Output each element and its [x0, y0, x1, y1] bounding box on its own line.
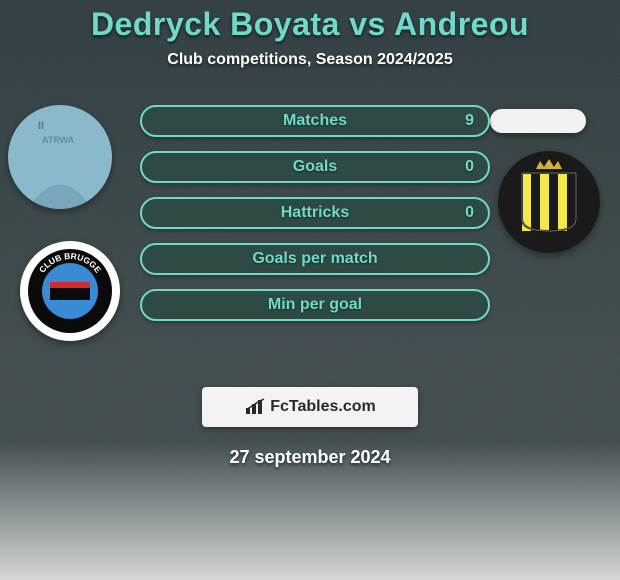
date-text: 27 september 2024 [0, 447, 620, 468]
page-title: Dedryck Boyata vs Andreou [0, 6, 620, 43]
stat-row: Goals per match [140, 243, 490, 275]
stat-row: Matches9 [140, 105, 490, 137]
bar-chart-icon [244, 398, 266, 416]
stat-label: Goals [142, 158, 488, 176]
stat-label: Hattricks [142, 204, 488, 222]
subtitle: Club competitions, Season 2024/2025 [0, 51, 620, 69]
club-badge-left: CLUB BRUGGE [20, 241, 120, 341]
player-left-avatar: II ATRWA [8, 105, 112, 209]
svg-text:ATRWA: ATRWA [42, 135, 75, 145]
svg-text:II: II [38, 120, 44, 132]
stat-value-right: 9 [465, 112, 474, 130]
stat-label: Goals per match [142, 250, 488, 268]
stat-value-right: 0 [465, 158, 474, 176]
stat-row: Hattricks0 [140, 197, 490, 229]
stat-label: Min per goal [142, 296, 488, 314]
stats-area: II ATRWA CLUB BRUGGE [0, 105, 620, 365]
stat-label: Matches [142, 112, 488, 130]
stat-value-right: 0 [465, 204, 474, 222]
stat-row: Goals0 [140, 151, 490, 183]
stat-rows: Matches9Goals0Hattricks0Goals per matchM… [140, 105, 490, 321]
fctables-logo: FcTables.com [202, 387, 418, 427]
player-right-avatar [490, 109, 586, 133]
club-badge-right [498, 151, 600, 253]
stat-row: Min per goal [140, 289, 490, 321]
fctables-text: FcTables.com [270, 398, 376, 416]
